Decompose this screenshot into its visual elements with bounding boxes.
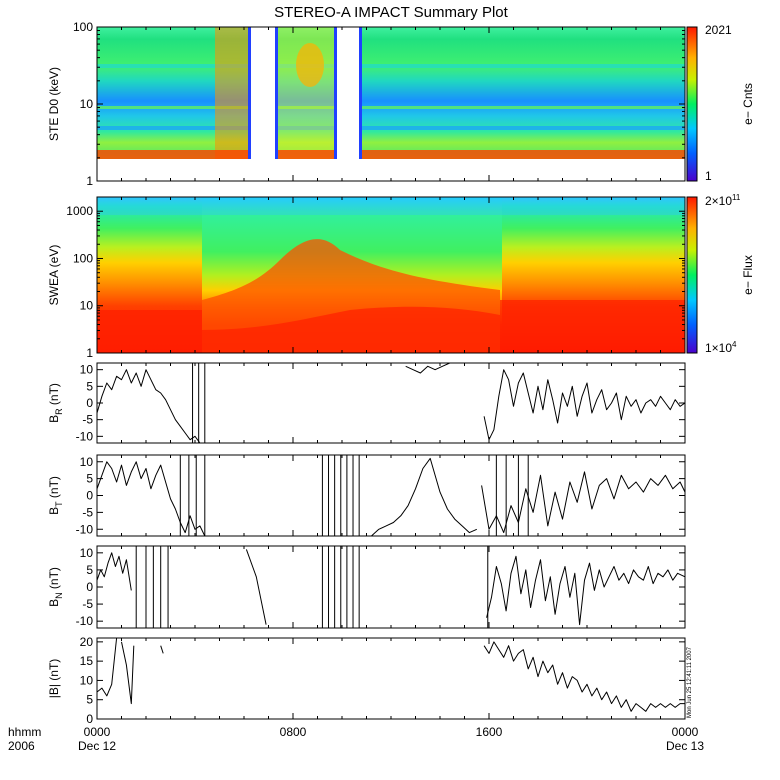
br-ytick-label: 5 bbox=[86, 379, 93, 393]
bt-ytick-label: 10 bbox=[80, 455, 94, 469]
time-tick-date: Dec 12 bbox=[78, 739, 116, 753]
ste-ytick-label: 10 bbox=[80, 97, 94, 111]
b-ytick-label: 20 bbox=[80, 635, 94, 649]
time-axis-hhmm-label: hhmm bbox=[8, 725, 41, 739]
swea-colorbar-label: e− Flux bbox=[741, 255, 755, 295]
swea-ytick-label: 1000 bbox=[66, 204, 93, 218]
bt-ylabel: BT (nT) bbox=[47, 476, 64, 515]
b-series-line bbox=[160, 645, 164, 654]
time-tick-label: 0000 bbox=[672, 725, 699, 739]
ste-ytick-label: 1 bbox=[86, 174, 93, 188]
bn-series-line bbox=[96, 552, 132, 591]
swea-ytick-label: 100 bbox=[73, 251, 93, 265]
ste-colorbar-max: 2021 bbox=[705, 23, 732, 37]
ste-data-gap-1 bbox=[250, 27, 276, 159]
b-ytick-label: 10 bbox=[80, 673, 94, 687]
ste-data-gap-2 bbox=[336, 27, 360, 159]
bt-series-line bbox=[481, 471, 686, 534]
bt-ytick-label: -5 bbox=[82, 505, 93, 519]
ste-spectrogram bbox=[97, 27, 685, 181]
br-ytick-label: -10 bbox=[76, 429, 94, 443]
data-layer bbox=[96, 362, 686, 712]
bt-series-line bbox=[96, 461, 206, 537]
b-ytick-label: 15 bbox=[80, 654, 94, 668]
bn-ytick-label: -5 bbox=[82, 597, 93, 611]
bn-ylabel: BN (nT) bbox=[47, 567, 64, 607]
br-ytick-label: 10 bbox=[80, 363, 94, 377]
br-ytick-label: -5 bbox=[82, 413, 93, 427]
bt-ytick-label: 5 bbox=[86, 472, 93, 486]
ste-ylabel: STE D0 (keV) bbox=[47, 67, 61, 141]
b-ytick-label: 5 bbox=[86, 693, 93, 707]
time-tick-label: 1600 bbox=[476, 725, 503, 739]
bn-series-line bbox=[245, 549, 267, 625]
bt-ytick-label: -10 bbox=[76, 522, 94, 536]
br-panel-frame bbox=[96, 362, 686, 444]
plot-title: STEREO-A IMPACT Summary Plot bbox=[274, 4, 508, 21]
bn-panel-frame bbox=[96, 545, 686, 629]
ste-below-threshold bbox=[97, 159, 685, 181]
time-axis-year-label: 2006 bbox=[8, 739, 35, 753]
swea-colorbar-max: 2×1011 bbox=[705, 193, 741, 208]
swea-ylabel: SWEA (eV) bbox=[47, 245, 61, 306]
b-series-line bbox=[483, 641, 685, 712]
swea-colorbar-scale bbox=[686, 196, 698, 354]
br-ytick-label: 0 bbox=[86, 396, 93, 410]
ste-colorbar-label: e− Cnts bbox=[741, 83, 755, 125]
swea-ytick-label: 1 bbox=[86, 346, 93, 360]
bt-series-line bbox=[371, 457, 478, 537]
b-ytick-label: 0 bbox=[86, 712, 93, 726]
swea-colorbar-min: 1×104 bbox=[705, 340, 737, 355]
bn-series-line bbox=[486, 555, 686, 626]
time-tick-label: 0800 bbox=[280, 725, 307, 739]
bn-ytick-label: 5 bbox=[86, 563, 93, 577]
br-series-line bbox=[483, 369, 686, 441]
ste-colorbar-scale bbox=[686, 26, 698, 182]
br-series-line bbox=[405, 362, 451, 374]
bt-ytick-label: 0 bbox=[86, 489, 93, 503]
ste-colorbar: 2021 1 e− Cnts bbox=[686, 23, 755, 183]
bn-ytick-label: 0 bbox=[86, 580, 93, 594]
b-series-line bbox=[96, 637, 118, 697]
time-tick-date: Dec 13 bbox=[666, 739, 704, 753]
bn-ytick-label: -10 bbox=[76, 614, 94, 628]
br-series-line bbox=[96, 369, 201, 444]
swea-ytick-label: 10 bbox=[80, 299, 94, 313]
b-panel-frame bbox=[96, 637, 686, 720]
swea-colorbar: 2×1011 1×104 e− Flux bbox=[686, 193, 755, 355]
b-ylabel: |B| (nT) bbox=[47, 659, 61, 699]
ste-colorbar-min: 1 bbox=[705, 169, 712, 183]
bn-ytick-label: 10 bbox=[80, 546, 94, 560]
swea-spectrogram bbox=[97, 197, 685, 353]
ste-ytick-label: 100 bbox=[73, 20, 93, 34]
time-tick-label: 0000 bbox=[84, 725, 111, 739]
b-series-line bbox=[121, 641, 135, 705]
timestamp: Mon Jun 25 12:41:11 2007 bbox=[687, 646, 693, 718]
br-ylabel: BR (nT) bbox=[47, 383, 64, 423]
